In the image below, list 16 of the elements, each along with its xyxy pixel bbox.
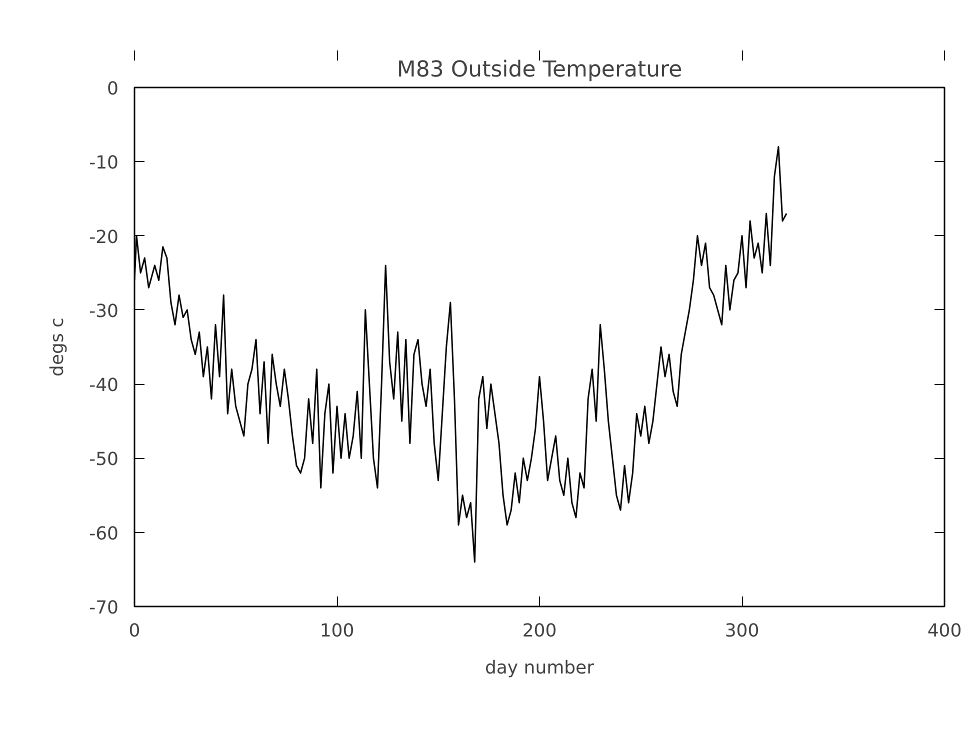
x-tick-label: 400	[927, 620, 962, 642]
chart-title: M83 Outside Temperature	[396, 58, 682, 82]
x-axis-title: day number	[484, 658, 595, 678]
x-tick-label: 200	[522, 620, 557, 642]
y-tick-label: -60	[89, 523, 119, 544]
y-tick-label: -10	[89, 152, 119, 174]
y-tick-label: -70	[89, 598, 119, 618]
x-tick-label: 100	[320, 620, 354, 642]
y-axis-title: degs c	[47, 318, 68, 376]
y-tick-label: -30	[89, 300, 119, 322]
x-tick-label: 0	[128, 620, 140, 642]
y-tick-label: -50	[89, 449, 119, 470]
x-tick-label: 300	[724, 620, 760, 642]
y-tick-label: -20	[89, 226, 119, 248]
y-tick-label: 0	[107, 78, 118, 100]
y-tick-label: -40	[89, 375, 119, 396]
